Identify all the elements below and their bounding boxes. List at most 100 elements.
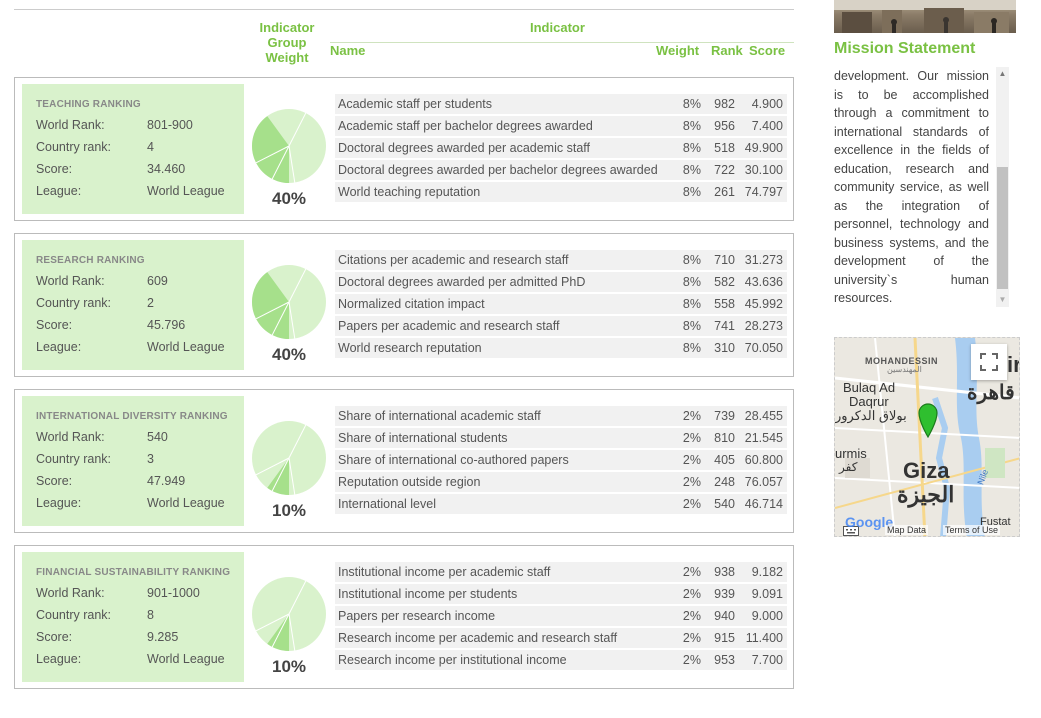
- indicator-name: Doctoral degrees awarded per admitted Ph…: [338, 275, 586, 289]
- indicator-name: Academic staff per bachelor degrees awar…: [338, 119, 593, 133]
- league-value: World League: [147, 652, 225, 666]
- pie-slice-group: [252, 116, 289, 183]
- indicator-row: Share of international co-authored paper…: [335, 450, 787, 470]
- pie-slice-group: [267, 614, 289, 651]
- indicator-row: Normalized citation impact 8% 558 45.992: [335, 294, 787, 314]
- indicator-rank: 248: [714, 475, 735, 489]
- indicator-weight: 2%: [682, 453, 701, 467]
- indicator-rank: 722: [714, 163, 735, 177]
- ranking-summary: RESEARCH RANKING World Rank: 609 Country ra…: [22, 240, 244, 370]
- scroll-down-arrow-icon[interactable]: ▼: [998, 295, 1007, 304]
- fullscreen-button[interactable]: [971, 344, 1007, 380]
- pie-divider: [288, 457, 296, 495]
- terms-of-use-link[interactable]: Terms of Use: [943, 525, 1001, 535]
- indicator-weight: 8%: [682, 319, 701, 333]
- indicator-score: 9.000: [751, 609, 783, 623]
- keyboard-icon[interactable]: [843, 526, 859, 536]
- map-label-cairo: ir: [1007, 352, 1019, 377]
- group-weight-percent: 40%: [271, 189, 307, 208]
- name-header: Name: [330, 43, 366, 58]
- indicator-name: Research income per institutional income: [338, 653, 567, 667]
- indicator-score: 9.182: [751, 565, 783, 579]
- indicator-row: Doctoral degrees awarded per admitted Ph…: [335, 272, 787, 292]
- indicator-name: Citations per academic and research staf…: [338, 253, 569, 267]
- indicator-row: Institutional income per academic staff 2…: [335, 562, 787, 582]
- pie-divider: [255, 301, 290, 320]
- indicator-name: Share of international academic staff: [338, 409, 541, 423]
- pie-divider: [288, 424, 307, 459]
- ranking-summary: FINANCIAL SUSTAINABILITY RANKING World Ra…: [22, 552, 244, 682]
- pie-divider: [255, 145, 290, 164]
- indicator-score: 7.700: [751, 653, 783, 667]
- indicator-score: 7.400: [751, 119, 783, 133]
- map-label-giza: Giza: [903, 458, 950, 483]
- world-rank-label: World Rank:: [36, 586, 105, 600]
- pie-divider: [271, 457, 290, 492]
- indicator-row: World teaching reputation 8% 261 74.797: [335, 182, 787, 202]
- indicator-rank: 953: [714, 653, 735, 667]
- indicator-score: 43.636: [744, 275, 783, 289]
- ranking-summary: INTERNATIONAL DIVERSITY RANKING World Ran…: [22, 396, 244, 526]
- weight-pie-chart: [252, 421, 326, 495]
- indicator-score: 46.714: [744, 497, 783, 511]
- mission-scrollbar[interactable]: ▲ ▼: [996, 67, 1009, 307]
- map-marker-icon[interactable]: [917, 402, 939, 438]
- world-rank-label: World Rank:: [36, 118, 105, 132]
- weight-pie-chart: [252, 265, 326, 339]
- score-value: 45.796: [147, 318, 186, 332]
- weight-pie-chart: [252, 109, 326, 183]
- scrollbar-thumb[interactable]: [997, 167, 1008, 289]
- google-logo: Google: [845, 514, 894, 530]
- scroll-up-arrow-icon[interactable]: ▲: [998, 69, 1007, 78]
- map-data-link[interactable]: Map Data: [885, 525, 929, 535]
- pie-divider: [271, 145, 290, 180]
- indicator-weight: 8%: [682, 341, 701, 355]
- indicator-weight: 2%: [682, 497, 701, 511]
- map-label-giza-ar: الجيزة: [897, 482, 955, 507]
- indicator-row: Institutional income per students 2% 939 9.…: [335, 584, 787, 604]
- indicator-weight: 2%: [682, 653, 701, 667]
- indicator-weight: 8%: [682, 119, 701, 133]
- indicator-rank: 518: [714, 141, 735, 155]
- indicator-row: Papers per academic and research staff 8%…: [335, 316, 787, 336]
- pie-divider: [288, 268, 307, 303]
- mission-statement-box[interactable]: development. Our mission is to be accomp…: [834, 67, 1010, 307]
- indicator-name: Papers per research income: [338, 609, 496, 623]
- indicator-name: Institutional income per students: [338, 587, 518, 601]
- indicator-weight: 2%: [682, 475, 701, 489]
- indicator-rank: 940: [714, 609, 735, 623]
- location-map[interactable]: MOHANDESSIN المهندسين Bulaq Ad Daqrur بو…: [834, 337, 1020, 537]
- indicator-row: Doctoral degrees awarded per academic st…: [335, 138, 787, 158]
- indicator-rank: 710: [714, 253, 735, 267]
- score-label: Score:: [36, 630, 73, 644]
- indicator-score: 45.992: [744, 297, 783, 311]
- country-rank-value: 3: [147, 452, 154, 466]
- world-rank-label: World Rank:: [36, 274, 105, 288]
- pie-slice-group: [267, 458, 289, 495]
- map-label-mohandessin: MOHANDESSIN: [865, 356, 939, 366]
- indicator-rank: 956: [714, 119, 735, 133]
- indicator-weight: 8%: [682, 253, 701, 267]
- indicator-weight: 2%: [682, 631, 701, 645]
- indicator-name: Papers per academic and research staff: [338, 319, 560, 333]
- indicator-name: Academic staff per students: [338, 97, 493, 111]
- pie-divider: [271, 613, 290, 648]
- indicator-name: Share of international students: [338, 431, 508, 445]
- league-value: World League: [147, 340, 225, 354]
- indicator-rank: 540: [714, 497, 735, 511]
- rank-header: Rank: [711, 43, 743, 58]
- indicator-group-weight-header: Indicator Group Weight: [259, 20, 315, 65]
- ranking-title: FINANCIAL SUSTAINABILITY RANKING: [36, 567, 231, 578]
- country-rank-label: Country rank:: [36, 608, 112, 622]
- indicator-row: International level 2% 540 46.714: [335, 494, 787, 514]
- pie-divider: [255, 457, 290, 476]
- indicator-list: Academic staff per students 8% 982 4.900 Aca…: [335, 94, 787, 204]
- fullscreen-icon: [980, 353, 998, 371]
- pie-divider: [288, 613, 296, 651]
- pie-divider: [288, 145, 296, 183]
- indicator-name: World research reputation: [338, 341, 482, 355]
- indicator-score: 31.273: [744, 253, 783, 267]
- indicator-score: 4.900: [751, 97, 783, 111]
- map-label-kafr-ar: كفر: [839, 460, 858, 474]
- indicator-rank: 261: [714, 185, 735, 199]
